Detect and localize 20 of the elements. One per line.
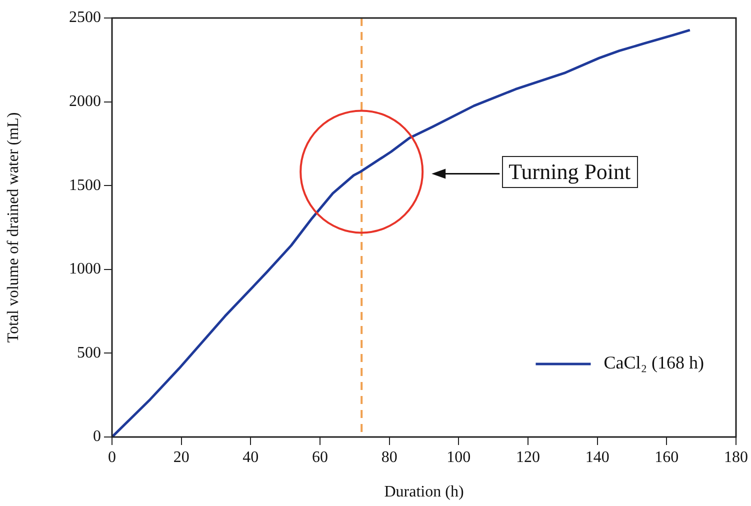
y-tick-label: 500 bbox=[77, 344, 101, 362]
annotation: Turning Point bbox=[502, 156, 638, 188]
x-tick-label: 0 bbox=[108, 448, 116, 466]
x-tick-label: 180 bbox=[724, 448, 748, 466]
x-axis-title: Duration (h) bbox=[384, 484, 464, 501]
x-tick-label: 40 bbox=[242, 448, 259, 466]
x-tick-label: 20 bbox=[173, 448, 190, 466]
x-tick-label: 160 bbox=[654, 448, 679, 466]
y-tick-label: 2000 bbox=[69, 93, 101, 110]
y-tick-label: 0 bbox=[93, 428, 101, 446]
y-tick-label: 1000 bbox=[69, 260, 101, 278]
x-tick-label: 60 bbox=[312, 448, 328, 466]
y-tick-label: 2500 bbox=[69, 9, 101, 26]
x-tick-label: 80 bbox=[381, 448, 398, 466]
y-tick-label: 1500 bbox=[69, 176, 101, 194]
x-tick-label: 100 bbox=[446, 448, 471, 466]
x-tick-label: 120 bbox=[516, 448, 540, 466]
legend-label: CaCl₂ (168 h) bbox=[604, 352, 704, 373]
y-axis-title: Total volume of drained water (mL) bbox=[4, 112, 22, 343]
x-tick-label: 140 bbox=[585, 448, 610, 466]
